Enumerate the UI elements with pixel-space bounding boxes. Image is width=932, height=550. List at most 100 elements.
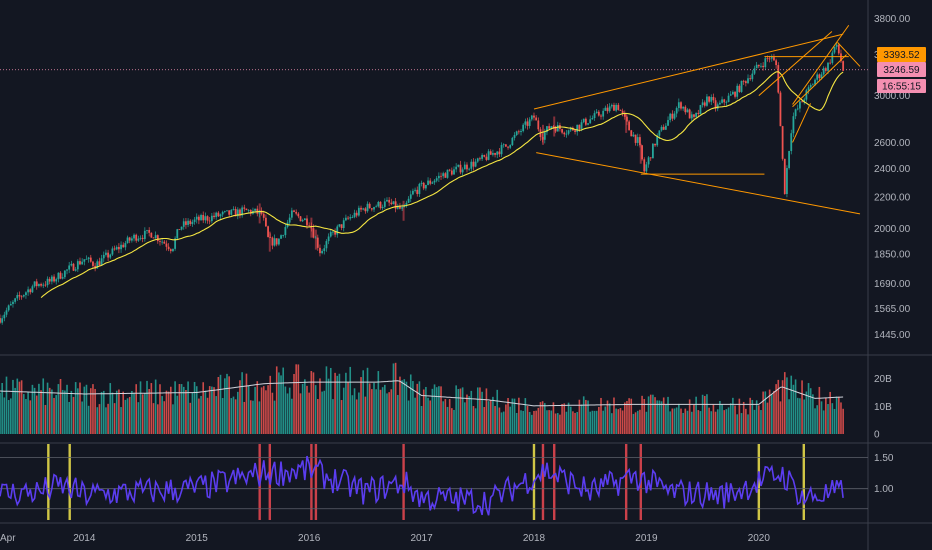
candle	[461, 167, 464, 176]
volume-bar	[193, 381, 196, 434]
candle	[146, 229, 148, 234]
volume-bar	[688, 399, 691, 434]
candle	[654, 143, 656, 148]
volume-bar	[51, 389, 53, 434]
candle	[504, 144, 507, 148]
candle	[31, 284, 34, 293]
candle	[626, 115, 628, 126]
candle	[405, 200, 408, 208]
volume-bar	[779, 401, 782, 434]
candle	[513, 132, 516, 141]
countdown-badge-text: 16:55:15	[882, 82, 921, 93]
volume-bar	[675, 407, 678, 434]
volume-bar	[254, 386, 256, 434]
candle	[530, 114, 533, 122]
candle	[102, 251, 105, 263]
candle	[664, 123, 667, 131]
volume-bar	[144, 393, 146, 434]
volume-bar	[840, 402, 842, 434]
volume-bar	[7, 400, 10, 434]
price-highlight-band	[639, 143, 642, 164]
candle	[50, 275, 53, 285]
volume-bar	[595, 410, 598, 434]
candle	[327, 233, 330, 245]
volume-bar	[678, 403, 680, 434]
candle	[68, 261, 71, 274]
candle	[295, 209, 298, 216]
candle	[40, 282, 42, 288]
volume-bar	[803, 399, 806, 434]
candle	[273, 234, 276, 247]
volume-bar	[109, 383, 112, 434]
candle	[470, 159, 473, 172]
candle	[500, 142, 503, 157]
volume-bar	[118, 389, 120, 434]
volume-bar	[505, 404, 507, 434]
volume-bar	[232, 396, 235, 434]
candle	[675, 106, 678, 118]
candle	[193, 217, 196, 225]
candle	[197, 214, 200, 225]
candle	[349, 214, 352, 221]
volume-bar	[347, 382, 349, 434]
volume-bar	[831, 403, 834, 434]
candle	[537, 117, 540, 132]
candle	[234, 206, 237, 217]
candle	[811, 83, 814, 86]
volume-bar	[412, 381, 414, 434]
volume-bar	[314, 385, 317, 434]
candle	[697, 109, 700, 117]
volume-bar	[79, 382, 81, 434]
volume-bar	[829, 391, 831, 434]
volume-bar	[721, 404, 723, 434]
candle	[522, 123, 525, 133]
volume-bar	[470, 390, 473, 434]
time-tick-label: 2019	[635, 533, 658, 544]
candle	[593, 110, 596, 121]
candle	[788, 150, 790, 170]
candle	[20, 295, 23, 300]
candle	[290, 207, 293, 220]
candle	[431, 181, 434, 184]
candle	[342, 217, 345, 232]
candle	[541, 133, 544, 143]
candle	[563, 131, 566, 137]
candle	[182, 218, 185, 230]
candle	[336, 224, 339, 238]
volume-bar	[438, 386, 440, 434]
volume-bar	[388, 392, 390, 434]
candle	[639, 134, 641, 148]
candle	[29, 288, 32, 295]
candle	[779, 90, 782, 127]
volume-bar	[533, 410, 535, 434]
volume-bar	[520, 410, 522, 434]
volume-bar	[809, 388, 812, 434]
time-tick-label: Apr	[0, 533, 16, 544]
volume-bar	[12, 379, 14, 434]
candle	[265, 214, 267, 228]
volume-bar	[234, 399, 237, 434]
candle	[468, 167, 471, 171]
candle	[364, 207, 367, 214]
candle	[293, 209, 295, 213]
price-badge-last-text: 3246.59	[883, 65, 920, 76]
volume-bar	[550, 410, 553, 434]
candle	[574, 129, 576, 135]
volume-bar	[371, 389, 373, 434]
volume-bar	[96, 407, 99, 434]
volume-bar	[628, 398, 630, 434]
candle	[141, 234, 144, 243]
volume-bar	[825, 397, 827, 434]
volume-bar	[613, 397, 615, 434]
candle	[57, 272, 60, 283]
candle	[649, 157, 652, 161]
volume-bar	[345, 372, 347, 434]
candle	[420, 180, 423, 187]
volume-bar	[569, 406, 572, 434]
volume-bar	[180, 384, 183, 434]
candle	[139, 235, 142, 241]
candle	[621, 108, 624, 117]
candle	[492, 149, 494, 157]
candle	[137, 235, 140, 242]
